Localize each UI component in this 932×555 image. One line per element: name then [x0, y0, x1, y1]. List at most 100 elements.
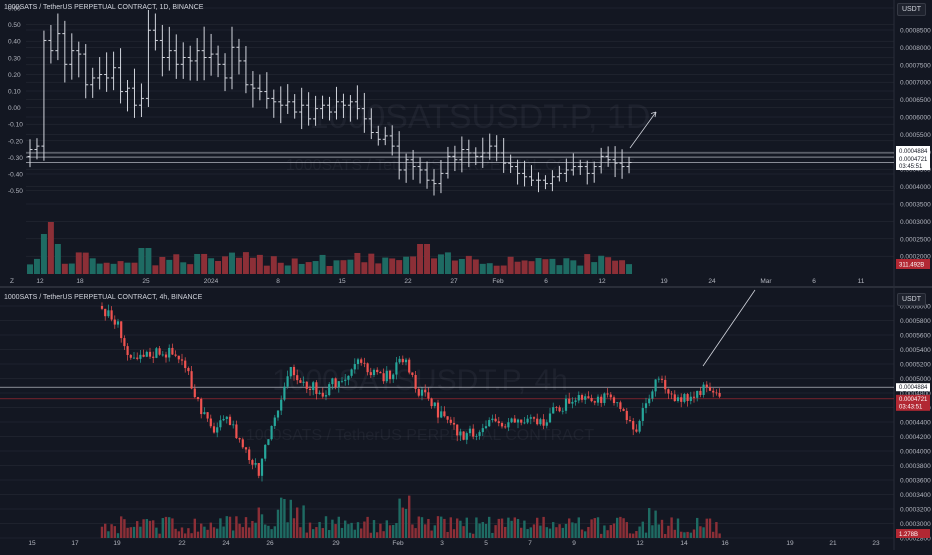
volume-bar [280, 497, 283, 538]
volume-bar [350, 522, 353, 538]
ohlc-bar [83, 44, 89, 99]
candlestick [100, 302, 104, 311]
ohlc-bar [563, 158, 569, 182]
4h-chart-pane[interactable]: 0.0006000 0.0005800 0.0005600 0.0005400 0.00… [0, 288, 932, 550]
right-axis-tick: 0.0008000 [900, 45, 931, 52]
volume-bar [514, 261, 521, 274]
volume-bar [96, 263, 103, 274]
volume-bar [403, 256, 410, 274]
volume-bar [561, 527, 564, 538]
volume-bar [270, 256, 277, 274]
ohlc-bar [138, 83, 144, 118]
ohlc-bar [584, 160, 590, 185]
corner-label: Z [10, 278, 14, 285]
volume-bar [159, 256, 166, 274]
volume-bar [510, 520, 513, 538]
ohlc-bar [403, 153, 409, 183]
candlestick [523, 417, 526, 425]
volume-bar [440, 516, 443, 538]
volume-bar [404, 508, 408, 538]
candlestick [324, 390, 328, 401]
volume-bar [54, 244, 61, 274]
left-axis-tick: 0.60 [8, 6, 21, 13]
ohlc-bar [417, 157, 423, 184]
ohlc-bar [118, 48, 124, 104]
volume-bar [193, 518, 196, 538]
candlestick [590, 394, 593, 403]
volume-bar [291, 258, 298, 274]
left-axis-tick: -0.30 [8, 155, 23, 162]
volume-bar [493, 265, 500, 274]
ohlc-bar [445, 146, 451, 179]
volume-bar [208, 258, 215, 274]
candlestick [708, 382, 712, 392]
volume-bar [283, 499, 286, 538]
candlestick [401, 355, 404, 365]
candlestick [702, 382, 705, 398]
candlestick [120, 321, 123, 343]
volume-bar [132, 526, 136, 538]
ohlc-bar [542, 175, 548, 190]
candlestick [209, 414, 212, 429]
ohlc-bar [612, 146, 618, 178]
volume-bar [542, 516, 545, 538]
candlestick [718, 388, 721, 399]
volume-bar [689, 532, 692, 538]
candlestick [305, 381, 308, 393]
arrow-annotation [629, 111, 657, 149]
candlestick [625, 408, 628, 424]
volume-bar [284, 265, 291, 274]
currency-badge-top[interactable]: USDT [896, 3, 926, 16]
ohlc-bar [97, 57, 103, 90]
volume-bar [333, 260, 340, 274]
candlestick [139, 349, 142, 363]
right-axis-tick: 0.0003000 [900, 521, 931, 528]
candlestick [574, 397, 577, 406]
candlestick [123, 335, 126, 350]
right-axis-area-top [894, 0, 932, 287]
ohlc-bar [327, 96, 333, 121]
left-axis-tick: -0.40 [8, 172, 23, 179]
pane-divider[interactable] [0, 286, 932, 288]
volume-bar [148, 520, 152, 538]
ohlc-bar [313, 95, 319, 126]
candlestick [638, 419, 641, 434]
volume-bar [465, 255, 472, 274]
volume-bar [27, 264, 33, 274]
candlestick [596, 394, 600, 406]
candlestick [628, 416, 632, 423]
daily-chart-pane[interactable]: 0.60 0.50 0.40 0.30 0.20 0.10 0.00 -0.10 -0.20 -0… [0, 0, 932, 287]
candlestick [516, 418, 520, 429]
ohlc-bar [62, 20, 68, 83]
candlestick [104, 308, 107, 321]
volume-bar [363, 521, 366, 538]
volume-bar [254, 522, 257, 538]
daily-chart-svg[interactable]: 0.60 0.50 0.40 0.30 0.20 0.10 0.00 -0.10 -0.20 -0… [0, 0, 932, 287]
candlestick [347, 375, 350, 386]
volume-bar [392, 525, 395, 538]
ohlc-bar [452, 145, 458, 172]
candlestick [190, 366, 193, 390]
volume-bar [152, 520, 155, 538]
volume-bar [484, 523, 488, 538]
x-axis-tick: 25 [142, 278, 150, 285]
volume-bar [612, 260, 619, 274]
volume-bar [251, 520, 254, 538]
candlestick [532, 416, 536, 422]
ohlc-bar [285, 84, 291, 114]
4h-chart-svg[interactable]: 0.0006000 0.0005800 0.0005600 0.0005400 0.00… [0, 288, 932, 550]
candlestick [561, 407, 564, 415]
candlestick [161, 351, 164, 357]
x-axis-tick: 27 [450, 278, 458, 285]
volume-bar [113, 526, 116, 538]
candlestick [145, 350, 148, 358]
ohlc-bar [626, 156, 632, 174]
volume-bar [626, 264, 633, 274]
volume-bar [360, 528, 363, 538]
candlestick [408, 357, 411, 375]
currency-badge-bottom[interactable]: USDT [896, 293, 926, 306]
volume-bar [164, 516, 168, 538]
volume-bar [136, 521, 139, 538]
x-axis-tick: 5 [484, 540, 488, 547]
